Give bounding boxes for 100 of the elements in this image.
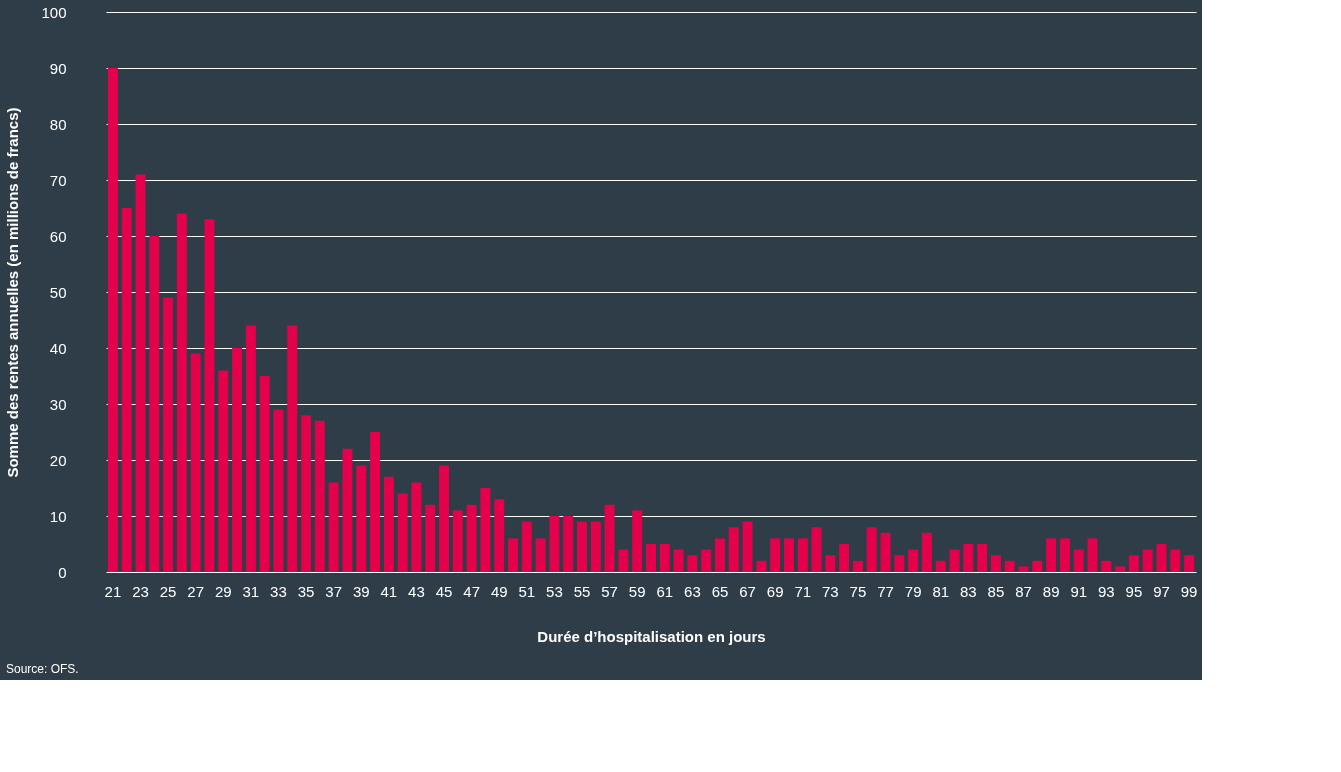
- bar: [342, 448, 353, 572]
- bar: [1004, 560, 1015, 572]
- bar: [1073, 549, 1084, 572]
- bar: [604, 504, 615, 572]
- x-tick-label: 29: [214, 582, 232, 600]
- x-tick-label: 23: [132, 582, 149, 600]
- bar: [370, 432, 381, 572]
- bar: [880, 532, 891, 572]
- bar: [618, 549, 629, 572]
- x-tick-label: 37: [325, 582, 342, 600]
- y-tick-label: 50: [49, 283, 67, 301]
- bar: [245, 325, 256, 572]
- bar: [1018, 566, 1029, 572]
- bar: [935, 560, 946, 572]
- bar: [742, 521, 753, 572]
- x-tick-label: 77: [877, 582, 894, 600]
- bar: [990, 555, 1001, 572]
- x-tick-label: 27: [187, 582, 205, 600]
- y-tick-label: 90: [49, 59, 67, 77]
- x-tick-label: 55: [573, 582, 591, 600]
- bar: [508, 538, 519, 572]
- bar: [756, 560, 767, 572]
- y-axis-title: Somme des rentes annuelles (en millions de francs): [4, 107, 22, 478]
- x-tick-label: 85: [987, 582, 1005, 600]
- bar: [328, 482, 339, 572]
- bar: [1115, 566, 1126, 572]
- bar: [728, 527, 739, 572]
- bar: [494, 499, 505, 572]
- bar: [908, 549, 919, 572]
- bar: [383, 476, 394, 572]
- bar: [425, 504, 436, 572]
- bar: [949, 549, 960, 572]
- bar: [218, 370, 229, 572]
- x-tick-label: 41: [380, 582, 398, 600]
- bar: [149, 236, 160, 572]
- bar: [163, 297, 174, 572]
- x-tick-label: 25: [159, 582, 177, 600]
- bar: [673, 549, 684, 572]
- x-tick-label: 21: [104, 582, 122, 600]
- x-tick-label: 89: [1042, 582, 1060, 600]
- bar: [921, 532, 932, 572]
- bar: [770, 538, 781, 572]
- bar: [590, 521, 601, 572]
- bar: [894, 555, 905, 572]
- bar: [521, 521, 532, 572]
- bar: [1101, 560, 1112, 572]
- bar: [1059, 538, 1070, 572]
- bar: [632, 510, 643, 572]
- bar: [314, 420, 325, 572]
- bar: [287, 325, 298, 572]
- bar: [356, 465, 367, 572]
- bar: [1184, 555, 1195, 572]
- bar: [1128, 555, 1139, 572]
- bar: [121, 208, 132, 572]
- bar: [549, 516, 560, 572]
- x-tick-label: 53: [546, 582, 563, 600]
- bar: [204, 219, 215, 572]
- x-tick-label: 75: [849, 582, 867, 600]
- bar: [1142, 549, 1153, 572]
- bar: [1156, 544, 1167, 572]
- bar: [687, 555, 698, 572]
- x-tick-label: 79: [904, 582, 922, 600]
- x-tick-label: 63: [684, 582, 701, 600]
- bar: [852, 560, 863, 572]
- y-tick-label: 40: [49, 339, 67, 357]
- bar: [659, 544, 670, 572]
- bar: [811, 527, 822, 572]
- x-tick-label: 59: [628, 582, 646, 600]
- bar: [977, 544, 988, 572]
- x-tick-label: 57: [601, 582, 618, 600]
- x-tick-label: 81: [932, 582, 950, 600]
- bar: [190, 353, 201, 572]
- bar: [577, 521, 588, 572]
- bar: [301, 415, 312, 572]
- x-tick-label: 97: [1153, 582, 1170, 600]
- bar: [452, 510, 463, 572]
- bar: [107, 68, 118, 572]
- x-tick-label: 31: [242, 582, 260, 600]
- bar: [135, 174, 146, 572]
- bar: [1170, 549, 1181, 572]
- x-tick-label: 67: [739, 582, 756, 600]
- bar: [439, 465, 450, 572]
- x-tick-label: 71: [794, 582, 812, 600]
- x-tick-label: 33: [270, 582, 287, 600]
- bar: [466, 504, 477, 572]
- bar: [259, 376, 270, 572]
- x-tick-label: 35: [297, 582, 315, 600]
- bar: [535, 538, 546, 572]
- x-tick-label: 99: [1180, 582, 1198, 600]
- bar: [646, 544, 656, 572]
- x-tick-label: 49: [490, 582, 508, 600]
- bar: [563, 516, 574, 572]
- bar: [273, 409, 284, 572]
- y-tick-label: 60: [49, 227, 67, 245]
- x-tick-label: 47: [463, 582, 480, 600]
- bar: [963, 544, 974, 572]
- bar: [176, 213, 187, 572]
- bar: [1087, 538, 1098, 572]
- bar: [397, 493, 408, 572]
- x-tick-label: 65: [711, 582, 729, 600]
